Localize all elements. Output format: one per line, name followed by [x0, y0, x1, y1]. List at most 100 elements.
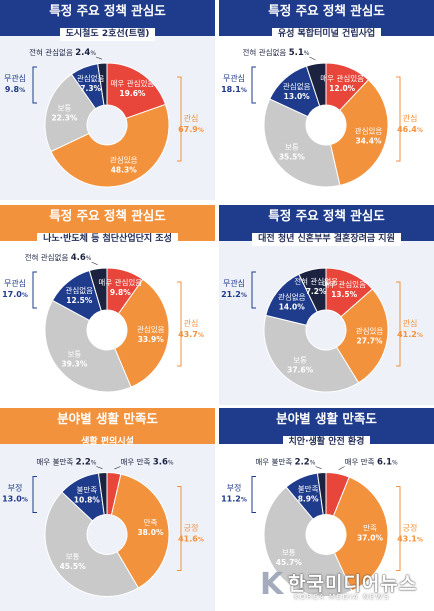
- group-label-positive: 관심: [184, 113, 199, 123]
- slice-label: 만족: [144, 518, 158, 527]
- slice-label: 매우 관심있음: [320, 73, 364, 83]
- panel-title: 분야별 생활 만족도: [276, 411, 377, 426]
- group-value-positive: 46.4%: [397, 125, 423, 134]
- slice-label: 관심있음: [355, 125, 383, 135]
- group-label-positive: 긍정: [184, 523, 199, 533]
- panel-header: 분야별 생활 만족도 치안·생활 안전 환경: [219, 408, 434, 449]
- slice-value: 7.3%: [80, 84, 101, 93]
- logo-subtitle: KOREA MEDIA NEWS: [294, 593, 390, 601]
- slice-label-outside: 전혀 관심없음 2.4%: [29, 47, 96, 58]
- pie-slice: [110, 473, 170, 589]
- panel-subtitle: 유성 복합터미널 건립사업: [271, 28, 382, 41]
- pie-slice: [97, 471, 108, 516]
- group-bracket-positive: [177, 486, 182, 571]
- group-label-negative: 부정: [8, 483, 23, 493]
- pie-slice: [305, 62, 327, 107]
- panel-header: 특정 주요 정책 관심도 도시철도 2호선(트램): [0, 0, 215, 41]
- slice-label: 불만족: [298, 484, 319, 493]
- panel-title: 특정 주요 정책 관심도: [49, 208, 166, 223]
- logo-name: 한국미디어뉴스: [288, 573, 418, 595]
- panel-header: 특정 주요 정책 관심도 대전 청년 신혼부부 결혼장려금 지원: [219, 205, 434, 246]
- slice-label: 보통: [285, 143, 299, 152]
- panel-tram: 특정 주요 정책 관심도 도시철도 2호선(트램) 매우 관심있음 19.6% 관심…: [0, 0, 215, 200]
- slice-label: 관심없음: [65, 285, 93, 295]
- slice-label: 보통: [66, 552, 80, 561]
- panel-title: 특정 주요 정책 관심도: [268, 208, 385, 223]
- pie-slice: [114, 278, 170, 388]
- slice-value: 9.8%: [110, 288, 131, 297]
- group-label-negative: 무관심: [4, 73, 26, 83]
- group-label-negative: 무관심: [223, 73, 245, 83]
- slice-label: 보통: [67, 350, 81, 359]
- pie-slice: [44, 491, 140, 597]
- slice-label: 매우 관심있음: [98, 277, 142, 287]
- group-label-positive: 관심: [403, 113, 418, 123]
- group-label-positive: 관심: [403, 318, 418, 328]
- slice-value: 34.4%: [355, 136, 382, 145]
- group-label-positive: 긍정: [403, 523, 418, 533]
- pie-slice: [263, 314, 360, 393]
- slice-label: 보통: [282, 548, 296, 557]
- pie-slice: [335, 288, 389, 384]
- slice-value: 45.7%: [276, 558, 303, 567]
- pie-slice: [298, 267, 327, 313]
- slice-value: 7.2%: [306, 287, 327, 296]
- group-label-positive: 관심: [184, 318, 199, 328]
- watermark-logo: K 한국미디어뉴스 KOREA MEDIA NEWS: [260, 565, 430, 607]
- group-bracket-negative: [251, 271, 256, 309]
- panel-header: 특정 주요 정책 관심도 나노·반도체 등 첨단산업단지 조성: [0, 205, 215, 246]
- leader-line: [338, 466, 345, 470]
- pie-slice: [106, 62, 167, 120]
- slice-value: 13.0%: [284, 92, 311, 101]
- panel-subtitle: 치안·생활 안전 환경: [282, 436, 371, 449]
- slice-label-outside: 전혀 관심없음 5.1%: [243, 47, 310, 58]
- pie-slice: [50, 103, 170, 188]
- slice-value: 37.0%: [357, 533, 384, 542]
- panel-subtitle: 생활 편의시설: [81, 437, 134, 447]
- group-value-positive: 67.9%: [178, 125, 204, 134]
- panel-safety: 분야별 생활 만족도 치안·생활 안전 환경 매우 만족 6.1% 만족 37.0%…: [219, 408, 434, 611]
- pie-slice: [316, 471, 327, 516]
- slice-label-outside: 전혀 관심없음 4.6%: [25, 252, 92, 263]
- leader-line: [91, 261, 98, 265]
- panel-convenience: 분야별 생활 만족도 생활 편의시설 매우 만족 3.6% 만족 38.0% 보통 45…: [0, 408, 215, 611]
- pie-slice: [97, 62, 108, 106]
- slice-value: 35.5%: [279, 153, 306, 162]
- leader-line: [315, 466, 322, 469]
- panel-title: 특정 주요 정책 관심도: [49, 3, 166, 18]
- group-label-negative: 부정: [227, 483, 242, 493]
- leader-line: [95, 56, 103, 60]
- slice-label: 전혀 관심없음: [294, 276, 338, 286]
- slice-label: 보통: [293, 356, 307, 365]
- group-bracket-positive: [177, 281, 182, 367]
- group-bracket-negative: [251, 66, 256, 104]
- panel-marriage: 특정 주요 정책 관심도 대전 청년 신혼부부 결혼장려금 지원 매우 관심있음…: [219, 205, 434, 405]
- slice-value: 33.9%: [138, 335, 165, 344]
- slice-value: 22.3%: [51, 114, 78, 123]
- group-bracket-negative: [251, 476, 256, 513]
- group-value-negative: 18.1%: [221, 85, 247, 94]
- panel-subtitle: 대전 청년 신혼부부 결혼장려금 지원: [252, 233, 401, 246]
- group-bracket-negative: [32, 271, 37, 309]
- group-bracket-positive: [396, 486, 401, 571]
- slice-label: 관심없음: [77, 73, 105, 83]
- group-value-negative: 21.2%: [221, 290, 247, 299]
- slice-label: 관심있음: [356, 325, 384, 335]
- slice-label-outside: 매우 만족 6.1%: [345, 458, 398, 468]
- slice-label: 관심없음: [283, 81, 311, 91]
- pie-slice: [263, 98, 341, 188]
- group-value-positive: 41.6%: [178, 535, 204, 544]
- slice-label: 불만족: [76, 485, 97, 494]
- slice-label: 만족: [363, 523, 377, 532]
- group-bracket-negative: [32, 66, 37, 104]
- pie-slice: [329, 79, 389, 187]
- group-value-negative: 17.0%: [2, 290, 28, 299]
- slice-label: 보통: [58, 104, 72, 113]
- slice-value: 8.9%: [298, 494, 319, 503]
- slice-value: 39.3%: [61, 360, 88, 369]
- group-bracket-positive: [396, 76, 401, 162]
